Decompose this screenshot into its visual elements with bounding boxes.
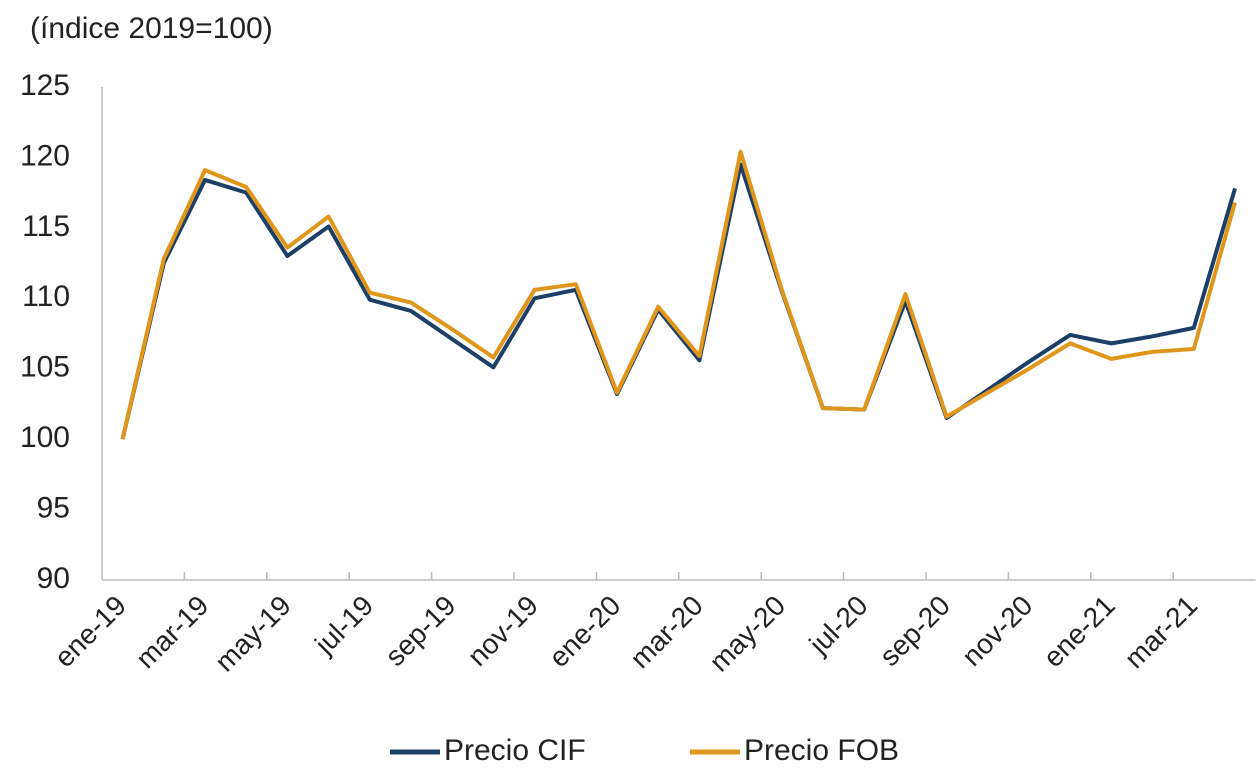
y-tick-label: 120: [20, 139, 70, 172]
y-tick-label: 105: [20, 351, 70, 384]
x-tick-label: may-20: [703, 590, 791, 678]
chart-title: (índice 2019=100): [30, 12, 273, 45]
x-tick-label: mar-19: [130, 590, 215, 675]
x-tick-label: nov-20: [956, 590, 1038, 672]
x-tick-label: ene-20: [543, 590, 627, 674]
x-tick-label: sep-19: [379, 590, 461, 672]
line-series: [120, 149, 1237, 440]
line-series: [120, 162, 1237, 440]
x-tick-label: may-19: [209, 590, 297, 678]
y-tick-label: 95: [37, 491, 70, 524]
y-tick-label: 90: [37, 562, 70, 595]
y-tick-label: 125: [20, 69, 70, 102]
x-tick-label: mar-20: [624, 590, 709, 675]
x-tick-label: mar-21: [1119, 590, 1204, 675]
x-tick-label: jul-20: [803, 590, 874, 661]
legend-label: Precio FOB: [744, 734, 899, 767]
x-tick-label: nov-19: [462, 590, 544, 672]
y-tick-label: 115: [22, 210, 70, 243]
x-tick-label: sep-20: [874, 590, 956, 672]
legend-label: Precio CIF: [444, 734, 586, 767]
x-tick-label: jul-19: [308, 590, 379, 661]
x-tick-label: ene-19: [48, 590, 132, 674]
y-tick-label: 110: [22, 280, 70, 313]
x-tick-label: ene-21: [1037, 590, 1121, 674]
y-tick-label: 100: [20, 421, 70, 454]
